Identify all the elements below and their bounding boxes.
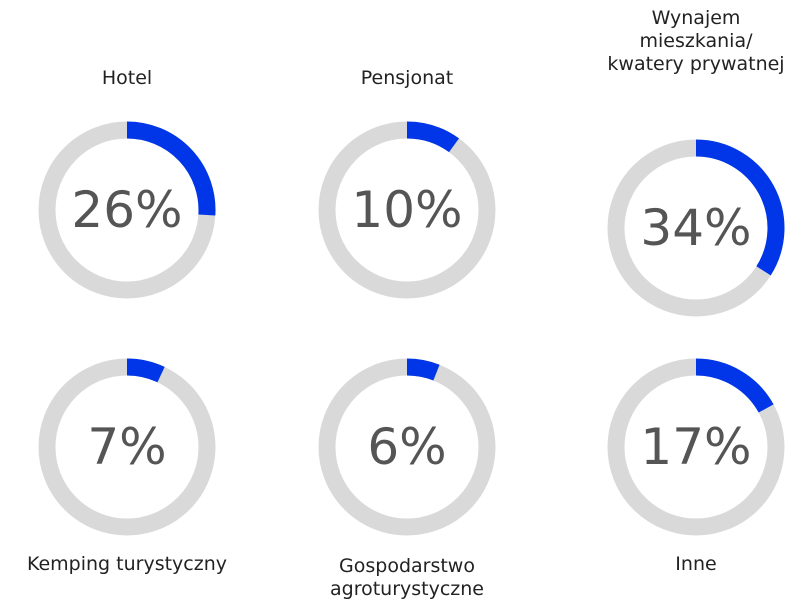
ring-value xyxy=(126,358,165,383)
value-label: 17% xyxy=(640,418,751,476)
value-label: 7% xyxy=(87,418,166,476)
chart-title: Hotel xyxy=(102,67,152,89)
value-label: 34% xyxy=(640,199,751,257)
chart-title: Pensjonat xyxy=(361,67,453,89)
chart-title: mieszkania/ xyxy=(639,30,753,52)
ring-value xyxy=(406,121,460,153)
donut-chart: 7% Kemping turystyczny xyxy=(27,358,227,575)
ring-value xyxy=(406,358,440,381)
chart-title: Wynajem xyxy=(652,7,741,29)
chart-title: agroturystyczne xyxy=(330,578,484,600)
value-label: 6% xyxy=(367,418,446,476)
chart-title: Inne xyxy=(675,553,716,575)
ring-value xyxy=(126,121,216,216)
donut-chart: 17% Inne xyxy=(607,358,785,575)
chart-title: Gospodarstwo xyxy=(339,555,475,577)
donut-chart: 10% Pensjonat xyxy=(318,67,496,299)
chart-title: Kemping turystyczny xyxy=(27,553,227,575)
value-label: 26% xyxy=(71,181,182,239)
chart-title: kwatery prywatnej xyxy=(607,53,784,75)
ring-value xyxy=(695,358,774,413)
value-label: 10% xyxy=(351,181,462,239)
ring-value xyxy=(695,139,785,276)
donut-chart: 26% Hotel xyxy=(38,67,216,299)
